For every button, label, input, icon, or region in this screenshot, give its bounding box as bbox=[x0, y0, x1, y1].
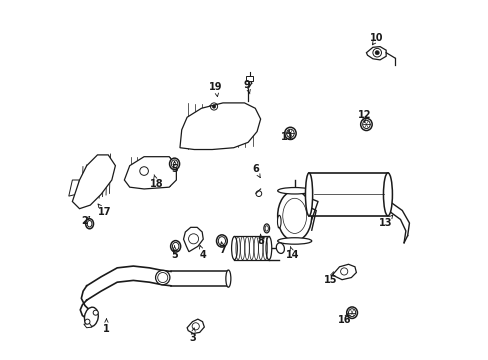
Text: 5: 5 bbox=[171, 250, 178, 260]
Text: 17: 17 bbox=[98, 207, 111, 217]
Polygon shape bbox=[332, 264, 356, 280]
Ellipse shape bbox=[277, 215, 281, 228]
Text: 1: 1 bbox=[103, 324, 110, 334]
Text: 2: 2 bbox=[81, 216, 88, 226]
Ellipse shape bbox=[277, 191, 311, 241]
Ellipse shape bbox=[277, 238, 311, 244]
Ellipse shape bbox=[170, 240, 180, 252]
Text: 3: 3 bbox=[189, 333, 196, 343]
Ellipse shape bbox=[284, 127, 296, 139]
Circle shape bbox=[85, 319, 90, 324]
Polygon shape bbox=[124, 157, 176, 189]
Text: 6: 6 bbox=[251, 164, 258, 174]
Text: 13: 13 bbox=[379, 218, 392, 228]
Ellipse shape bbox=[264, 224, 269, 233]
Text: 16: 16 bbox=[338, 315, 351, 325]
Text: 11: 11 bbox=[280, 132, 294, 142]
Polygon shape bbox=[72, 155, 115, 209]
Text: 8: 8 bbox=[257, 236, 264, 246]
Ellipse shape bbox=[85, 219, 93, 229]
Ellipse shape bbox=[383, 173, 392, 216]
Circle shape bbox=[374, 50, 379, 55]
Polygon shape bbox=[83, 323, 92, 328]
Ellipse shape bbox=[216, 235, 227, 247]
Polygon shape bbox=[183, 227, 203, 252]
Ellipse shape bbox=[276, 243, 284, 253]
Text: 10: 10 bbox=[370, 33, 383, 43]
Text: 15: 15 bbox=[323, 275, 337, 285]
Polygon shape bbox=[246, 76, 253, 81]
Ellipse shape bbox=[169, 158, 179, 170]
Ellipse shape bbox=[231, 237, 237, 260]
Text: 5: 5 bbox=[171, 164, 178, 174]
Ellipse shape bbox=[305, 173, 312, 216]
Ellipse shape bbox=[155, 270, 169, 285]
Circle shape bbox=[93, 310, 98, 315]
Ellipse shape bbox=[277, 188, 311, 194]
Text: 12: 12 bbox=[357, 111, 370, 121]
Circle shape bbox=[212, 105, 215, 108]
Text: 19: 19 bbox=[209, 82, 222, 92]
Ellipse shape bbox=[84, 307, 98, 327]
Polygon shape bbox=[187, 319, 204, 333]
Ellipse shape bbox=[360, 118, 371, 131]
Ellipse shape bbox=[346, 307, 357, 319]
Polygon shape bbox=[366, 46, 386, 60]
Text: 4: 4 bbox=[200, 250, 206, 260]
Polygon shape bbox=[69, 180, 80, 196]
Ellipse shape bbox=[225, 270, 230, 287]
Text: 18: 18 bbox=[149, 179, 163, 189]
Text: 7: 7 bbox=[219, 245, 226, 255]
Polygon shape bbox=[308, 173, 387, 216]
Text: 14: 14 bbox=[285, 250, 299, 260]
Text: 9: 9 bbox=[244, 80, 250, 90]
Ellipse shape bbox=[265, 237, 271, 260]
Polygon shape bbox=[180, 103, 260, 149]
